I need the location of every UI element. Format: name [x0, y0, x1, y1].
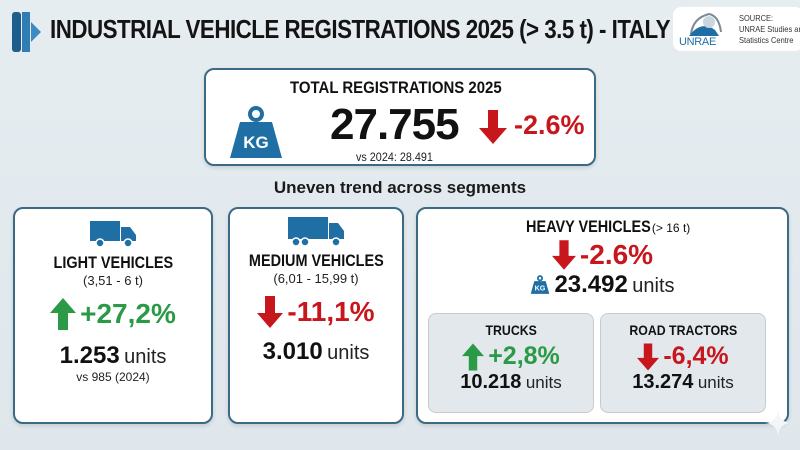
segment-name: LIGHT VEHICLES [53, 253, 173, 272]
svg-text:KG: KG [535, 285, 546, 293]
heavy-title: HEAVY VEHICLES (> 16 t) [525, 217, 691, 236]
arrow-down-icon [637, 342, 660, 371]
total-change: -2.6% [514, 110, 585, 140]
arrow-up-icon [50, 298, 77, 330]
tractors-units: 13.274 units [632, 371, 734, 393]
trucks-units: 10.218 units [460, 371, 562, 393]
box-truck-icon [288, 217, 344, 247]
unrae-logo: UNRAE [679, 10, 729, 48]
total-title: TOTAL REGISTRATIONS 2025 [290, 78, 502, 97]
sub-name: TRUCKS [485, 322, 537, 338]
svg-text:KG: KG [243, 133, 269, 152]
road-tractors-card: ROAD TRACTORS -6,4% 13.274 units [600, 313, 766, 413]
arrow-up-icon [462, 342, 485, 371]
tractors-change: -6,4% [663, 342, 729, 370]
segment-name: MEDIUM VEHICLES [248, 251, 384, 270]
light-vehicles-card: LIGHT VEHICLES (3,51 - 6 t) +27,2% 1.253… [13, 207, 213, 424]
heavy-vehicles-card: HEAVY VEHICLES (> 16 t) -2.6% KG 23.492 … [416, 207, 789, 424]
total-comparison: vs 2024: 28.491 [356, 150, 433, 164]
small-truck-icon [90, 221, 136, 248]
segment-comparison: vs 985 (2024) [76, 370, 150, 384]
sparkle-icon [765, 410, 791, 436]
arrow-down-icon [479, 110, 507, 144]
trucks-change: +2,8% [488, 342, 560, 370]
total-value: 27.755 [330, 100, 460, 149]
medium-vehicles-card: MEDIUM VEHICLES (6,01 - 15,99 t) -11,1% … [228, 207, 404, 424]
heavy-change: -2.6% [579, 239, 654, 270]
arrow-down-icon [551, 240, 576, 270]
logo-icon [689, 12, 722, 36]
total-registrations-card: TOTAL REGISTRATIONS 2025 KG 27.755 -2.6%… [204, 68, 596, 166]
segment-change: +27,2% [80, 298, 176, 329]
arrow-down-icon [257, 296, 284, 328]
source-text: SOURCE: UNRAE Studies and Statistics Cen… [739, 12, 800, 45]
segment-range: (6,01 - 15,99 t) [273, 271, 359, 286]
kg-weight-icon: KG [230, 106, 282, 158]
page-title: INDUSTRIAL VEHICLE REGISTRATIONS 2025 (>… [50, 14, 670, 44]
segment-range: (3,51 - 6 t) [83, 273, 143, 288]
segment-units: 1.253 units [59, 342, 167, 369]
source-box: UNRAE SOURCE: UNRAE Studies and Statisti… [673, 7, 800, 51]
trucks-card: TRUCKS +2,8% 10.218 units [428, 313, 594, 413]
sub-name: ROAD TRACTORS [629, 322, 737, 338]
segment-units: 3.010 units [262, 338, 370, 365]
kg-weight-icon: KG [531, 275, 550, 294]
segment-change: -11,1% [287, 296, 375, 327]
heavy-units: 23.492 units [554, 271, 675, 298]
section-subtitle: Uneven trend across segments [273, 178, 527, 197]
chevron-bookmark-icon [12, 12, 41, 52]
